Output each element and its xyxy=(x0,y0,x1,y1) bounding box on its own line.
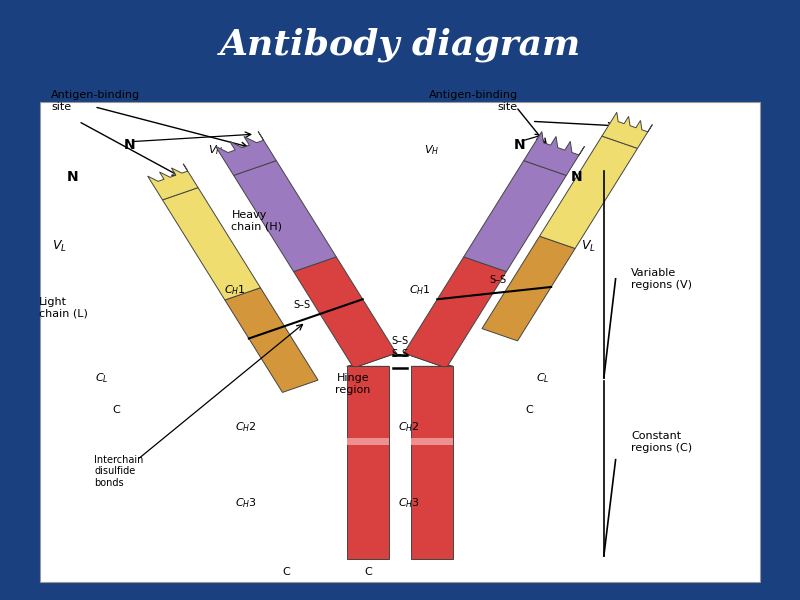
Text: $C_H2$: $C_H2$ xyxy=(235,421,258,434)
Text: N: N xyxy=(124,137,135,152)
Text: $C_L$: $C_L$ xyxy=(536,371,550,385)
Text: Interchain
disulfide
bonds: Interchain disulfide bonds xyxy=(94,455,144,488)
Polygon shape xyxy=(225,288,318,392)
Text: N: N xyxy=(570,170,582,184)
Text: $C_H3$: $C_H3$ xyxy=(398,497,420,511)
Text: Heavy
chain (H): Heavy chain (H) xyxy=(231,210,282,232)
Polygon shape xyxy=(346,353,396,368)
Polygon shape xyxy=(234,161,336,272)
Text: Antibody diagram: Antibody diagram xyxy=(219,28,581,62)
Text: C: C xyxy=(365,566,373,577)
Polygon shape xyxy=(539,136,638,248)
Text: Constant
regions (C): Constant regions (C) xyxy=(631,431,693,453)
Text: Hinge
region: Hinge region xyxy=(335,373,370,395)
Text: N: N xyxy=(66,170,78,184)
Bar xyxy=(411,367,454,559)
Text: S–S: S–S xyxy=(391,336,409,346)
Text: Antigen-binding
site: Antigen-binding site xyxy=(429,90,518,112)
Polygon shape xyxy=(482,236,575,341)
Polygon shape xyxy=(162,188,261,300)
Bar xyxy=(346,438,389,445)
Polygon shape xyxy=(404,257,506,368)
Text: Light
chain (L): Light chain (L) xyxy=(39,297,88,319)
Text: C: C xyxy=(112,405,120,415)
Text: Antigen-binding
site: Antigen-binding site xyxy=(51,90,140,112)
Text: $V_L$: $V_L$ xyxy=(51,239,66,254)
Text: $V_H$: $V_H$ xyxy=(208,143,223,157)
Text: N: N xyxy=(514,137,525,152)
Text: S–S: S–S xyxy=(490,275,506,284)
Text: $C_H2$: $C_H2$ xyxy=(398,421,420,434)
Text: $C_H1$: $C_H1$ xyxy=(224,284,246,298)
Polygon shape xyxy=(602,112,652,148)
Text: S–S: S–S xyxy=(294,301,310,310)
Polygon shape xyxy=(404,353,454,368)
Polygon shape xyxy=(148,164,198,200)
Text: C: C xyxy=(526,405,534,415)
Text: C: C xyxy=(282,566,290,577)
Polygon shape xyxy=(294,257,396,368)
Text: $C_L$: $C_L$ xyxy=(95,371,109,385)
Bar xyxy=(346,367,389,559)
Text: Variable
regions (V): Variable regions (V) xyxy=(631,268,692,290)
Text: $V_H$: $V_H$ xyxy=(424,143,439,157)
Text: $C_H1$: $C_H1$ xyxy=(410,284,431,298)
Polygon shape xyxy=(464,161,566,272)
Bar xyxy=(411,438,454,445)
Text: $C_H3$: $C_H3$ xyxy=(235,497,258,511)
Polygon shape xyxy=(215,131,276,175)
Text: S–S: S–S xyxy=(391,349,409,359)
Polygon shape xyxy=(524,131,585,175)
Text: $V_L$: $V_L$ xyxy=(581,239,596,254)
